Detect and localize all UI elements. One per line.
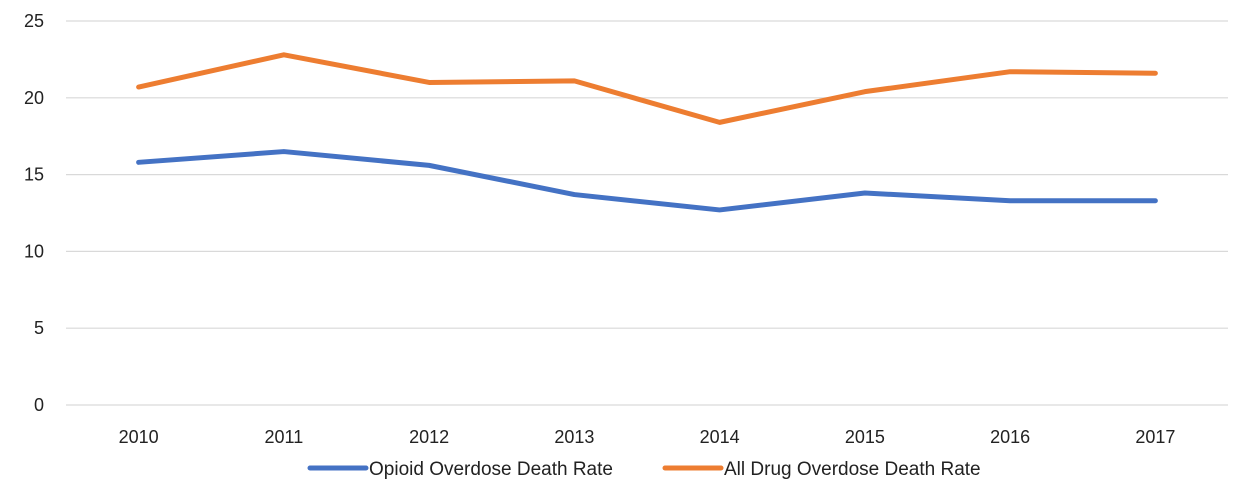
legend-label-opioid: Opioid Overdose Death Rate [369,459,613,480]
y-tick-label: 0 [34,395,44,415]
y-axis-tick-labels: 0 5 10 15 20 25 [24,11,44,415]
x-tick-label: 2017 [1135,427,1175,447]
series-lines [136,52,1158,213]
y-tick-label: 15 [24,165,44,185]
x-axis-tick-labels: 2010 2011 2012 2013 2014 2015 2016 2017 [119,427,1176,447]
gridlines [66,20,1228,406]
legend: Opioid Overdose Death Rate All Drug Over… [307,459,981,480]
y-tick-label: 25 [24,11,44,31]
series-line-all-drug [136,52,1158,125]
y-tick-label: 20 [24,88,44,108]
x-tick-label: 2016 [990,427,1030,447]
x-tick-label: 2013 [554,427,594,447]
x-tick-label: 2015 [845,427,885,447]
x-tick-label: 2011 [265,427,304,447]
y-tick-label: 10 [24,241,44,261]
x-tick-label: 2012 [409,427,449,447]
y-tick-label: 5 [34,318,44,338]
series-line-opioid [136,149,1158,213]
x-tick-label: 2014 [700,427,740,447]
legend-label-all-drug: All Drug Overdose Death Rate [724,459,981,480]
x-tick-label: 2010 [119,427,159,447]
